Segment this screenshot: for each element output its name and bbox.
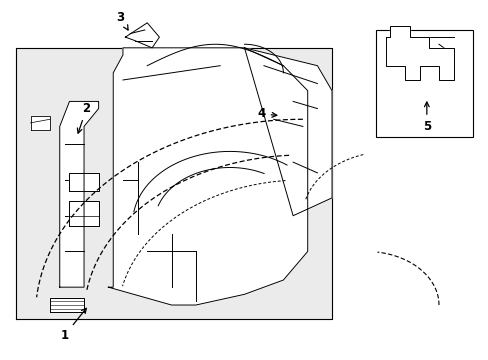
Polygon shape [125,23,159,48]
Polygon shape [385,26,453,80]
Polygon shape [244,48,331,216]
Text: 3: 3 [116,11,128,30]
Polygon shape [69,173,99,191]
Polygon shape [69,202,99,226]
Polygon shape [60,102,99,287]
Text: 1: 1 [61,308,86,342]
Text: 5: 5 [422,102,430,133]
Polygon shape [50,298,84,312]
Text: 2: 2 [77,102,90,133]
Polygon shape [16,48,331,319]
FancyBboxPatch shape [375,30,472,137]
Text: 4: 4 [257,107,276,120]
Polygon shape [30,116,50,130]
Polygon shape [108,48,307,305]
